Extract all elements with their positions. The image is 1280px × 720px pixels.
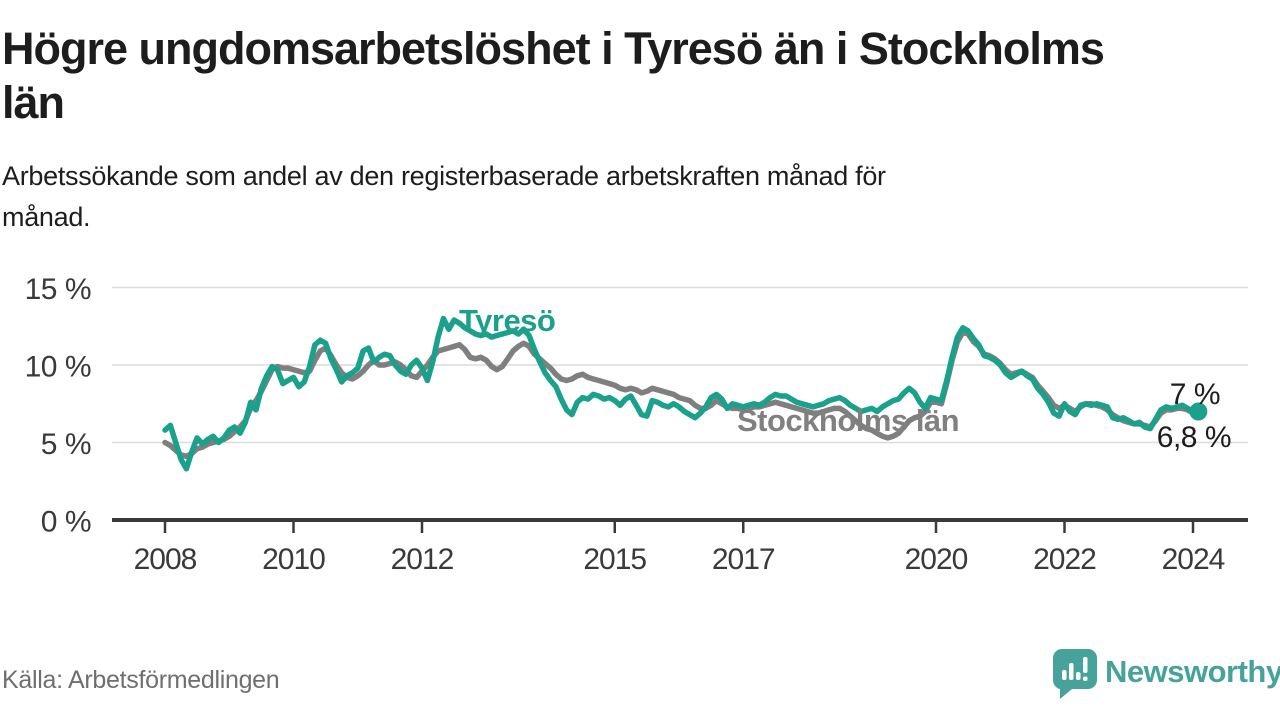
x-tick-label-2012: 2012 — [391, 543, 454, 576]
y-tick-label-5: 5 % — [41, 428, 91, 461]
subtitle-line-1: Arbetssökande som andel av den registerb… — [2, 161, 886, 191]
x-tick-label-2008: 2008 — [134, 543, 197, 576]
title-line-2: län — [2, 77, 65, 128]
title-line-1: Högre ungdomsarbetslöshet i Tyresö än i … — [2, 23, 1105, 74]
y-tick-label-10: 10 % — [25, 351, 91, 384]
x-tick-label-2017: 2017 — [712, 543, 775, 576]
x-tick-label-2015: 2015 — [583, 543, 646, 576]
x-tick-label-2024: 2024 — [1162, 543, 1225, 576]
series-label-tyres-: Tyresö — [459, 303, 555, 338]
page-title: Högre ungdomsarbetslöshet i Tyresö än i … — [2, 22, 1276, 130]
subtitle-line-2: månad. — [2, 202, 91, 232]
chart-subtitle: Arbetssökande som andel av den registerb… — [2, 156, 1276, 238]
x-tick-label-2010: 2010 — [262, 543, 325, 576]
end-value-label-stockholms-l-n: 6,8 % — [1157, 421, 1231, 454]
y-tick-label-15: 15 % — [25, 273, 91, 306]
series-line-tyres- — [162, 315, 1202, 472]
y-tick-label-0: 0 % — [41, 506, 91, 539]
newsworthy-brand: Newsworthy — [1052, 648, 1280, 704]
x-tick-label-2022: 2022 — [1033, 543, 1096, 576]
bar-chart-speech-bubble-icon — [1053, 649, 1097, 699]
end-value-label-tyres-: 7 % — [1170, 378, 1220, 411]
brand-name: Newsworthy — [1105, 654, 1280, 689]
source-note: Källa: Arbetsförmedlingen — [2, 666, 280, 694]
x-tick-label-2020: 2020 — [905, 543, 968, 576]
unemployment-line-chart: 2008 2010 2012 2015 2017 2020 2022 2024 0 % 5 % 10… — [25, 273, 1248, 576]
series-label-stockholms-l-n: Stockholms län — [737, 403, 959, 438]
chart-area: 2008 2010 2012 2015 2017 2020 2022 2024 0 % 5 % 10… — [0, 265, 1280, 585]
series-end-dot-tyres- — [1189, 402, 1208, 421]
